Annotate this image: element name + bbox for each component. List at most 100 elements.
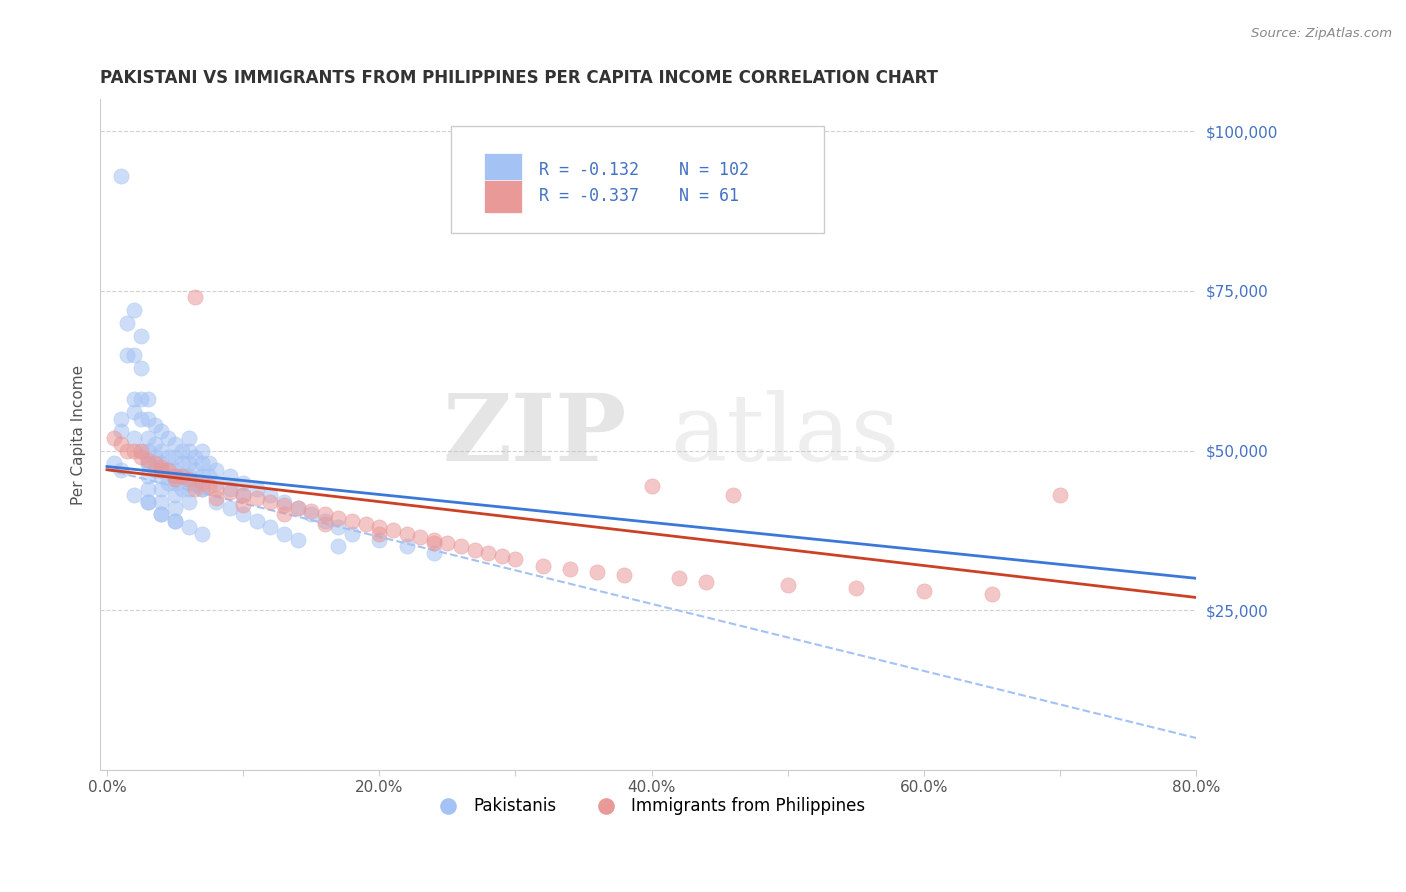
Point: [191, 482, 214, 496]
Point: [129, 328, 152, 343]
Point: [191, 469, 214, 483]
Point: [450, 540, 472, 554]
Point: [191, 456, 214, 470]
Point: [246, 491, 269, 506]
Point: [246, 514, 269, 528]
Point: [122, 488, 145, 502]
Point: [845, 581, 868, 595]
Point: [129, 443, 152, 458]
Point: [170, 482, 193, 496]
Point: [381, 524, 404, 538]
Point: [122, 431, 145, 445]
Point: [136, 456, 159, 470]
Point: [184, 482, 207, 496]
Point: [163, 514, 186, 528]
Point: [177, 472, 200, 486]
Point: [232, 488, 254, 502]
Point: [491, 549, 513, 563]
Point: [150, 425, 173, 439]
Point: [191, 475, 214, 490]
Point: [150, 443, 173, 458]
Point: [1049, 488, 1071, 502]
Point: [136, 456, 159, 470]
Point: [184, 475, 207, 490]
Point: [191, 526, 214, 541]
Point: [129, 443, 152, 458]
Point: [157, 463, 180, 477]
Point: [314, 514, 336, 528]
Point: [136, 392, 159, 407]
Point: [110, 411, 132, 425]
Point: [177, 469, 200, 483]
Point: [129, 360, 152, 375]
Point: [150, 508, 173, 522]
Point: [117, 348, 139, 362]
Point: [531, 558, 554, 573]
Point: [129, 392, 152, 407]
Point: [122, 405, 145, 419]
Point: [136, 469, 159, 483]
Point: [314, 508, 336, 522]
Point: [259, 488, 281, 502]
Point: [143, 463, 166, 477]
Point: [299, 504, 322, 518]
Point: [136, 453, 159, 467]
Point: [177, 456, 200, 470]
Point: [170, 469, 193, 483]
Point: [395, 526, 418, 541]
Point: [143, 417, 166, 432]
Point: [205, 494, 228, 508]
Point: [218, 469, 240, 483]
Point: [340, 514, 363, 528]
Point: [150, 463, 173, 477]
Point: [723, 488, 745, 502]
Point: [259, 494, 281, 508]
Point: [328, 540, 350, 554]
Point: [232, 508, 254, 522]
Point: [423, 533, 446, 547]
Point: [150, 508, 173, 522]
Text: atlas: atlas: [671, 390, 900, 480]
Y-axis label: Per Capita Income: Per Capita Income: [72, 365, 86, 505]
Point: [776, 578, 799, 592]
Point: [354, 516, 377, 531]
Point: [136, 443, 159, 458]
Text: Source: ZipAtlas.com: Source: ZipAtlas.com: [1251, 27, 1392, 40]
Point: [191, 482, 214, 496]
Point: [505, 552, 527, 566]
Point: [122, 443, 145, 458]
Point: [163, 450, 186, 464]
Point: [157, 475, 180, 490]
Point: [157, 450, 180, 464]
Point: [184, 290, 207, 304]
Point: [558, 562, 581, 576]
Point: [163, 488, 186, 502]
Point: [273, 508, 295, 522]
Point: [163, 463, 186, 477]
Text: R = -0.132    N = 102: R = -0.132 N = 102: [538, 161, 748, 178]
Point: [613, 568, 636, 582]
Point: [136, 411, 159, 425]
Point: [205, 491, 228, 506]
Point: [464, 542, 486, 557]
Point: [150, 459, 173, 474]
Point: [368, 520, 391, 534]
Point: [205, 463, 228, 477]
Point: [117, 443, 139, 458]
FancyBboxPatch shape: [484, 153, 522, 186]
Point: [273, 526, 295, 541]
Point: [981, 587, 1004, 601]
Point: [150, 494, 173, 508]
Point: [136, 494, 159, 508]
Text: R = -0.337    N = 61: R = -0.337 N = 61: [538, 187, 738, 205]
Point: [287, 533, 309, 547]
Point: [117, 316, 139, 330]
Point: [287, 501, 309, 516]
Point: [170, 443, 193, 458]
Point: [198, 479, 221, 493]
Point: [668, 571, 690, 585]
Point: [273, 498, 295, 512]
Point: [157, 463, 180, 477]
Point: [177, 475, 200, 490]
Point: [170, 469, 193, 483]
